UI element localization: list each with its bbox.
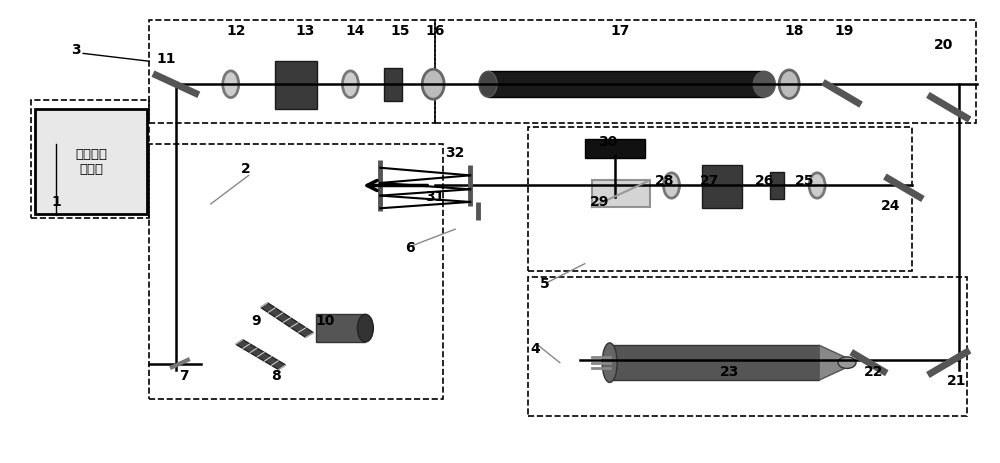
Text: 8: 8 (271, 369, 281, 383)
Text: 31: 31 (425, 190, 445, 204)
Text: 18: 18 (784, 24, 804, 38)
Bar (528, 276, 967, 416)
Ellipse shape (809, 173, 825, 198)
Bar (149, 20, 435, 123)
Text: 30: 30 (598, 135, 617, 149)
Bar (488, 71, 764, 97)
Bar (316, 314, 365, 342)
Text: 14: 14 (346, 24, 365, 38)
Ellipse shape (422, 69, 444, 99)
Text: 24: 24 (881, 199, 901, 213)
Ellipse shape (342, 71, 358, 98)
Text: 7: 7 (179, 369, 189, 383)
Text: 21: 21 (947, 374, 966, 388)
Text: 12: 12 (226, 24, 245, 38)
Ellipse shape (664, 173, 680, 198)
Text: 6: 6 (405, 241, 415, 255)
Bar (592, 181, 650, 207)
Text: 3: 3 (71, 43, 81, 56)
Bar (384, 68, 402, 101)
Text: 32: 32 (445, 146, 465, 160)
Text: 13: 13 (296, 24, 315, 38)
Bar (275, 61, 317, 109)
Ellipse shape (479, 71, 497, 97)
Bar (149, 144, 443, 400)
Bar (702, 164, 742, 208)
Text: 4: 4 (530, 342, 540, 356)
Bar (31, 100, 149, 218)
Bar (528, 127, 912, 270)
Text: 27: 27 (700, 174, 719, 188)
Text: 29: 29 (590, 194, 609, 209)
Ellipse shape (602, 343, 617, 382)
Text: 9: 9 (251, 314, 260, 328)
Text: 22: 22 (864, 365, 884, 379)
Bar (610, 345, 819, 380)
Ellipse shape (753, 71, 775, 97)
Text: 5: 5 (540, 277, 550, 291)
Text: 17: 17 (610, 24, 629, 38)
Text: 28: 28 (655, 174, 674, 188)
Ellipse shape (357, 314, 373, 342)
Text: 10: 10 (316, 314, 335, 328)
Text: 26: 26 (755, 174, 774, 188)
Bar (585, 139, 645, 158)
Text: 23: 23 (720, 365, 739, 379)
Text: 11: 11 (156, 52, 176, 66)
Ellipse shape (838, 357, 856, 369)
FancyBboxPatch shape (35, 109, 147, 214)
Ellipse shape (779, 70, 799, 99)
Bar (435, 20, 976, 123)
Polygon shape (819, 345, 847, 380)
Text: 1: 1 (51, 194, 61, 209)
Text: 20: 20 (934, 38, 953, 52)
Polygon shape (236, 340, 286, 369)
Text: 16: 16 (425, 24, 445, 38)
Polygon shape (261, 303, 314, 338)
Text: 25: 25 (794, 174, 814, 188)
Bar (770, 172, 784, 199)
Text: 飞秒激光
器前端: 飞秒激光 器前端 (75, 148, 107, 175)
Text: 19: 19 (834, 24, 854, 38)
Text: 2: 2 (241, 163, 251, 176)
Ellipse shape (223, 71, 239, 98)
Text: 15: 15 (391, 24, 410, 38)
